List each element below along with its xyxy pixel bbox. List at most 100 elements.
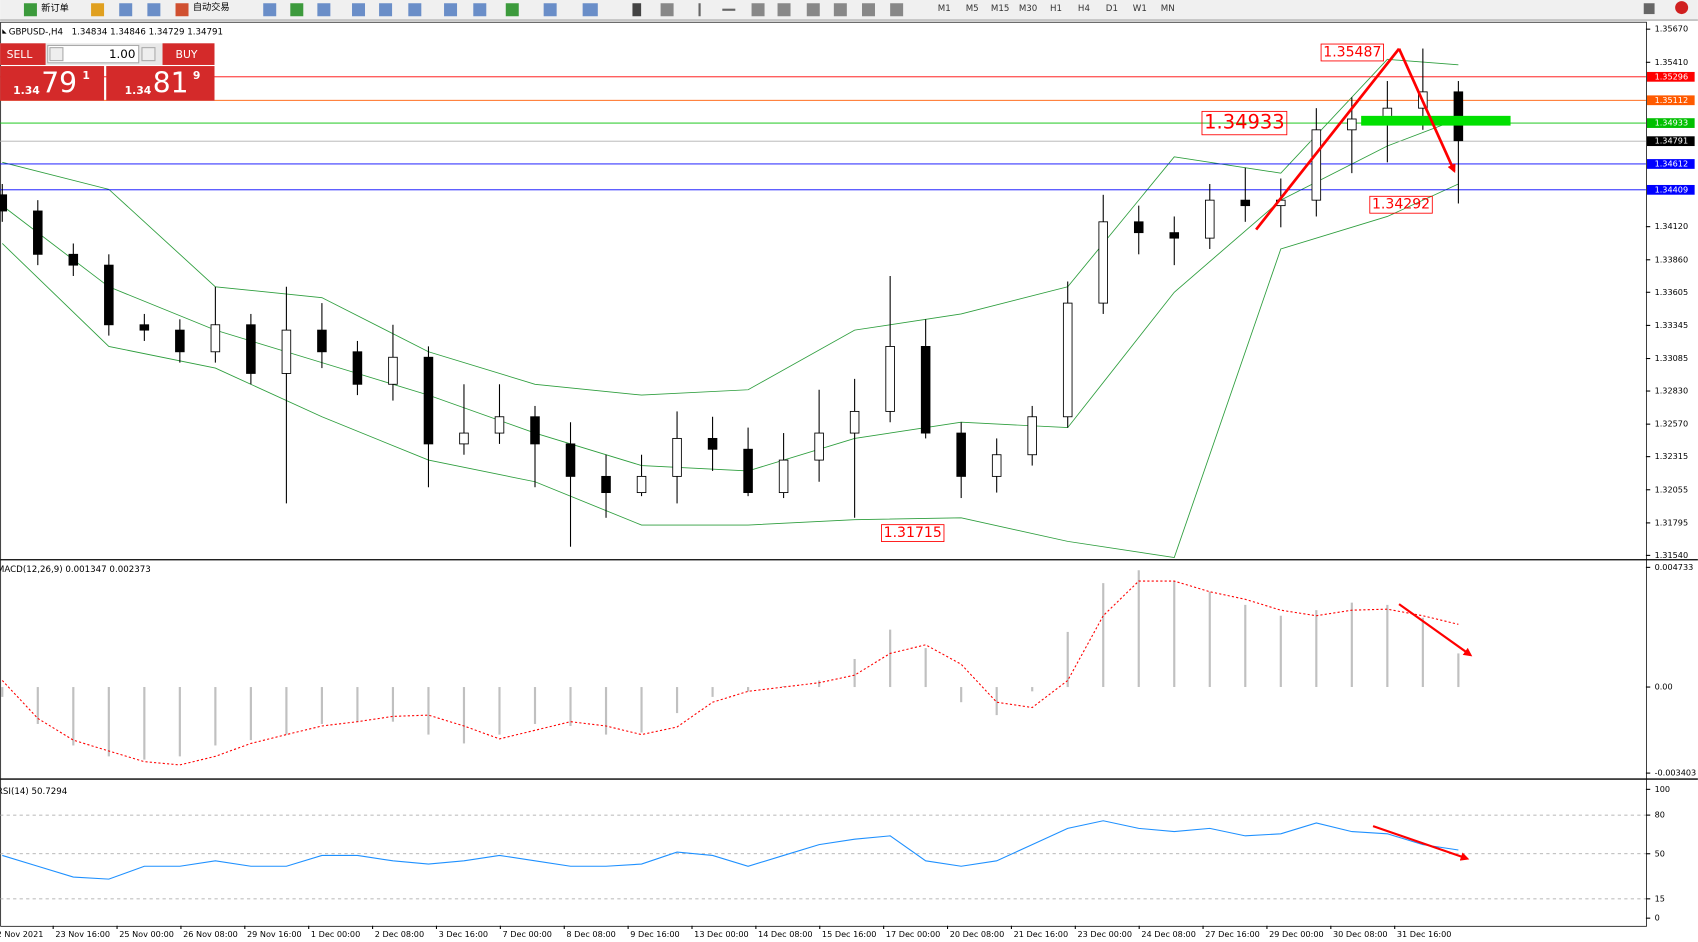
icon[interactable]: [290, 3, 304, 17]
hline-tool[interactable]: [722, 8, 736, 11]
icon[interactable]: [91, 3, 105, 17]
x-tick-label: 30 Dec 08:00: [1333, 929, 1388, 939]
timeframe-button[interactable]: H4: [1078, 4, 1091, 14]
y-tick-label: 1.35670: [1655, 24, 1689, 34]
price-annotation: 1.35487: [1323, 44, 1381, 60]
timeframe-button[interactable]: W1: [1133, 4, 1147, 14]
candle-body: [530, 416, 540, 445]
level-label: 1.34612: [1655, 158, 1689, 168]
icon[interactable]: [473, 3, 487, 17]
candle-body: [991, 454, 1002, 477]
y-tick-label: 1.33345: [1655, 320, 1689, 330]
sell-label[interactable]: SELL: [7, 48, 33, 61]
timeframe-button[interactable]: M5: [966, 4, 979, 14]
level-label: 1.34933: [1655, 118, 1689, 128]
new-order-icon[interactable]: [23, 3, 37, 17]
candle-body: [104, 264, 114, 326]
toolbar-button[interactable]: 自动交易: [193, 1, 230, 13]
icon[interactable]: [582, 3, 598, 17]
level-label: 1.34409: [1655, 184, 1689, 194]
timeframe-button[interactable]: D1: [1106, 4, 1118, 14]
channel-tool[interactable]: [777, 3, 791, 17]
trendline-tool[interactable]: [751, 3, 765, 17]
annotation-box: [1320, 43, 1385, 62]
candle-body: [778, 459, 789, 494]
fibo-tool[interactable]: [806, 3, 820, 17]
timeframe-button[interactable]: H1: [1050, 4, 1062, 14]
icon[interactable]: [408, 3, 422, 17]
timeframe-button[interactable]: M1: [938, 4, 951, 14]
y-tick-label: -0.003403: [1655, 768, 1697, 778]
candle-body: [281, 329, 292, 374]
buy-label[interactable]: BUY: [176, 48, 198, 61]
lots-up[interactable]: [141, 47, 156, 62]
candle-body: [956, 432, 966, 477]
x-tick-label: 17 Dec 00:00: [886, 929, 941, 939]
ask-box[interactable]: [106, 66, 215, 101]
annotation-box: [1369, 195, 1433, 214]
arrow-tool[interactable]: [890, 3, 904, 17]
bid-box[interactable]: [0, 66, 105, 101]
candle-body: [1205, 199, 1215, 239]
trend-arrow: [1397, 48, 1456, 174]
y-tick-label: 1.33605: [1655, 287, 1689, 297]
y-tick-label: 1.32055: [1655, 484, 1689, 494]
candle-body: [423, 356, 434, 445]
candle-body: [317, 329, 327, 353]
x-tick-label: 8 Dec 08:00: [566, 929, 615, 939]
candle-body: [139, 324, 150, 331]
level-label-box: [1646, 136, 1695, 147]
lots-input[interactable]: [47, 44, 140, 64]
candle-body: [885, 345, 895, 412]
candle-body: [494, 416, 505, 434]
x-tick-label: 29 Nov 16:00: [247, 929, 302, 939]
cursor-tool[interactable]: [632, 3, 642, 17]
x-tick-label: 3 Dec 16:00: [439, 929, 488, 939]
bid-big: 1.34: [13, 84, 40, 97]
macd-label: MACD(12,26,9) 0.001347 0.002373: [0, 565, 151, 575]
crosshair-tool[interactable]: [660, 3, 674, 17]
rsi-label: RSI(14) 50.7294: [0, 787, 68, 797]
x-tick-label: 20 Dec 08:00: [950, 929, 1005, 939]
notification[interactable]: [1675, 1, 1689, 15]
zoom-out[interactable]: [379, 3, 393, 17]
search[interactable]: [1643, 3, 1655, 15]
x-tick-label: 2 Dec 08:00: [375, 929, 424, 939]
icon[interactable]: [444, 3, 458, 17]
candle-body: [33, 210, 43, 255]
icon[interactable]: [263, 3, 277, 17]
y-tick-label: 0: [1655, 913, 1660, 923]
timeframe-button[interactable]: M15: [991, 4, 1009, 14]
label-tool[interactable]: [861, 3, 875, 17]
y-tick-label: 1.35410: [1655, 57, 1689, 67]
auto-trade-icon[interactable]: [175, 3, 189, 17]
candle-body: [68, 253, 79, 266]
buy-button[interactable]: [162, 43, 215, 65]
icon[interactable]: [119, 3, 133, 17]
timeframe-button[interactable]: M30: [1019, 4, 1037, 14]
timeframe-button[interactable]: MN: [1161, 4, 1175, 14]
lots-down[interactable]: [49, 47, 64, 62]
candle-body: [849, 410, 860, 434]
y-tick-label: 1.32570: [1655, 419, 1689, 429]
candle-body: [636, 475, 647, 494]
text-tool[interactable]: [833, 3, 847, 17]
icon[interactable]: [505, 3, 519, 17]
sell-button[interactable]: [0, 43, 46, 65]
toolbar-button[interactable]: 新订单: [41, 2, 69, 14]
icon[interactable]: [317, 3, 331, 17]
icon[interactable]: [543, 3, 557, 17]
level-label-box: [1646, 95, 1695, 106]
x-tick-label: 7 Dec 00:00: [503, 929, 552, 939]
lots-value[interactable]: 1.00: [109, 47, 136, 61]
level-label-box: [1646, 118, 1695, 128]
vline-tool[interactable]: [698, 3, 701, 17]
bid-pips: 79: [41, 66, 77, 99]
icon[interactable]: [147, 3, 161, 17]
candle-body: [1133, 221, 1144, 234]
trend-arrow: [1255, 47, 1401, 231]
ask-big: 1.34: [125, 84, 152, 97]
zoom-in[interactable]: [352, 3, 366, 17]
